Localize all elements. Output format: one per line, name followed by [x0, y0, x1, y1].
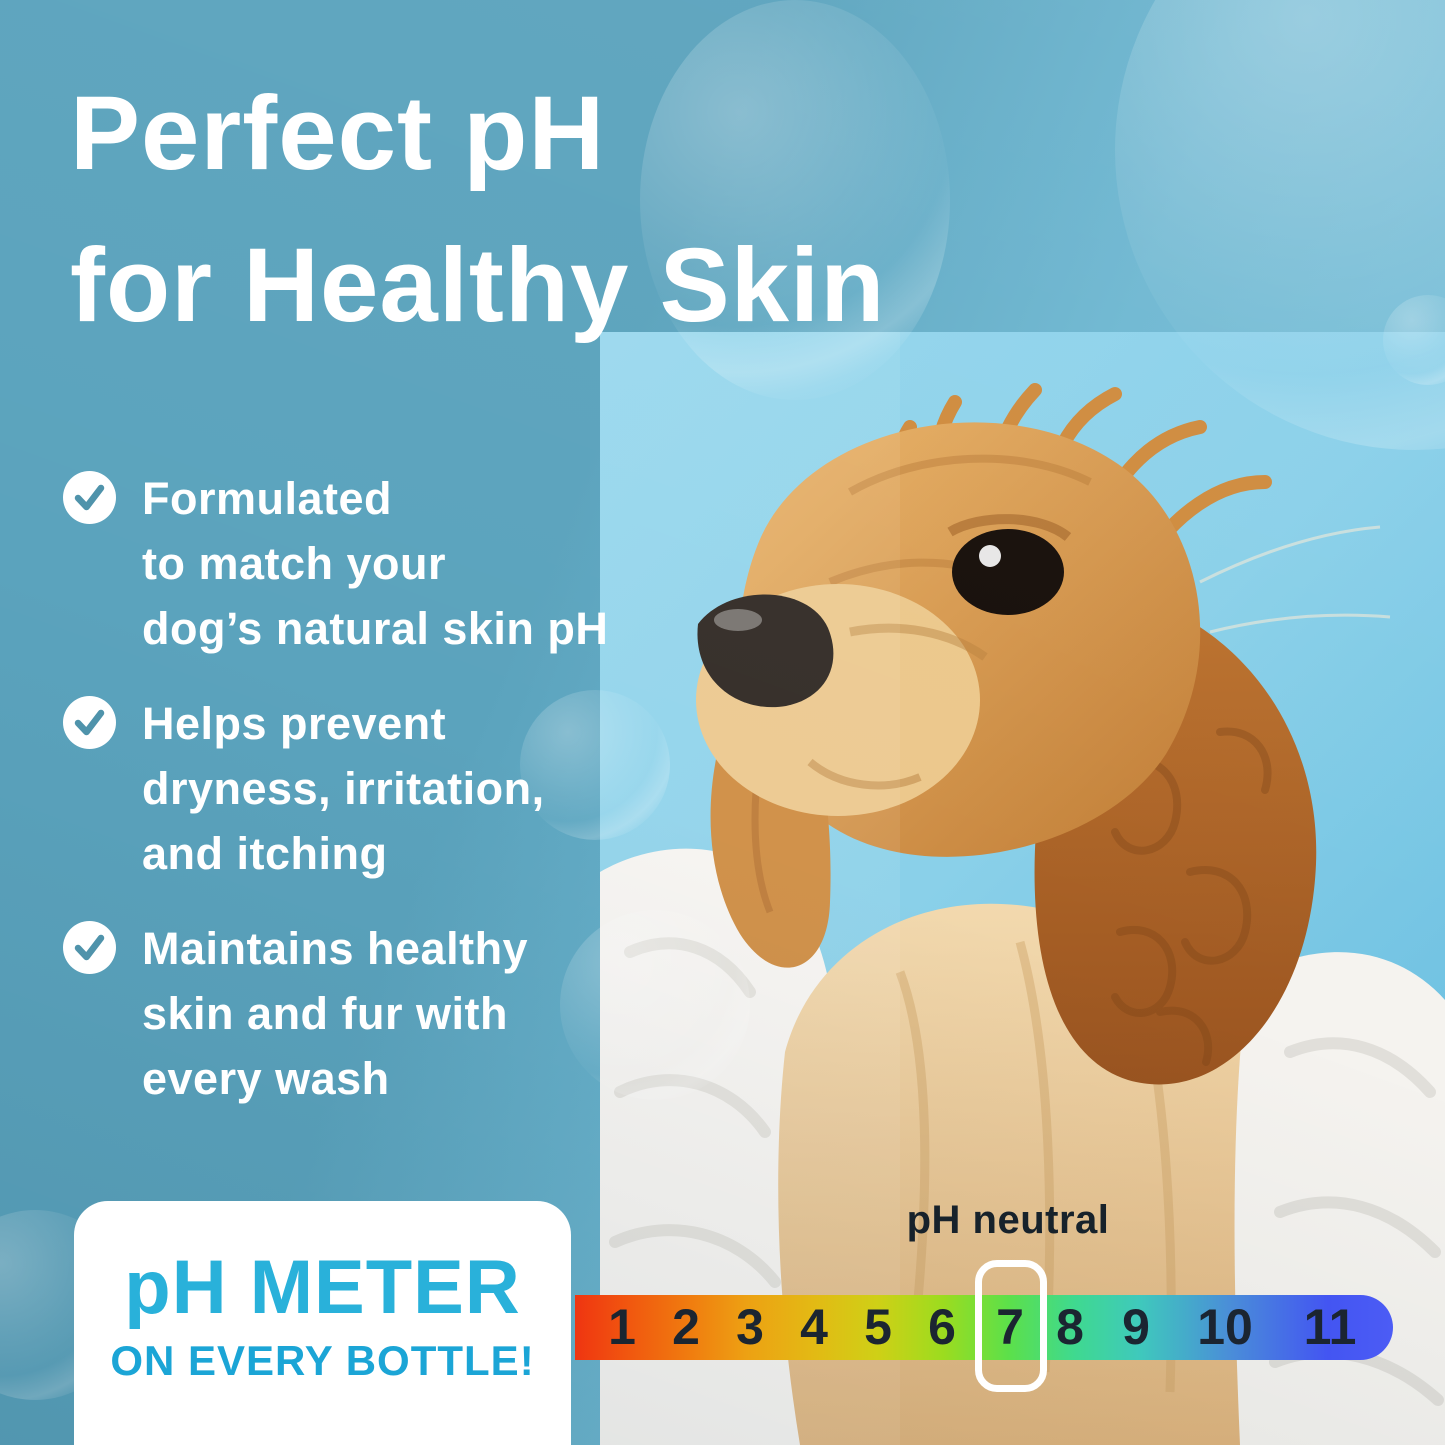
benefit-line: dog’s natural skin pH: [142, 603, 609, 654]
whiskers: [1199, 525, 1391, 634]
benefit-text: Helps prevent dryness, irritation, and i…: [142, 691, 545, 886]
benefit-line: skin and fur with: [142, 988, 509, 1039]
benefit-line: Maintains healthy: [142, 923, 529, 974]
ph-scale-number: 6: [928, 1299, 956, 1355]
benefit-item: Maintains healthy skin and fur with ever…: [63, 916, 608, 1111]
bubble-decoration: [560, 910, 750, 1100]
eyelid-shading: [947, 514, 1072, 542]
headline: Perfect pH for Healthy Skin: [70, 58, 885, 362]
headline-line-2: for Healthy Skin: [70, 227, 886, 344]
bubble-decoration: [520, 690, 670, 840]
benefit-list: Formulated to match your dog’s natural s…: [63, 466, 608, 1141]
ph-neutral-label: pH neutral: [906, 1198, 1110, 1242]
benefit-line: Helps prevent: [142, 698, 447, 749]
benefit-line: to match your: [142, 538, 447, 589]
bubble-decoration: [640, 0, 950, 400]
benefit-line: and itching: [142, 828, 388, 879]
check-icon: [63, 696, 116, 749]
photo-light-glare: [600, 332, 900, 1445]
ph-scale-number: 4: [800, 1299, 828, 1355]
towel-left-texture: [609, 937, 781, 1288]
check-icon: [63, 921, 116, 974]
ph-scale-number: 8: [1056, 1299, 1084, 1355]
ph-scale-number: 10: [1197, 1299, 1253, 1355]
benefit-text: Formulated to match your dog’s natural s…: [142, 466, 608, 661]
check-icon: [63, 471, 116, 524]
ph-scale-number: 5: [864, 1299, 892, 1355]
ph-scale-number: 9: [1122, 1299, 1150, 1355]
ph-scale-number: 11: [1303, 1299, 1357, 1355]
ph-scale-bar: [575, 1295, 1393, 1360]
badge-subtitle: ON EVERY BOTTLE!: [110, 1337, 535, 1384]
benefit-line: dryness, irritation,: [142, 763, 545, 814]
nose-highlight: [714, 609, 762, 631]
mouth-line: [807, 758, 922, 790]
eye-highlight: [979, 545, 1001, 567]
benefit-line: every wash: [142, 1053, 390, 1104]
ph-neutral-highlight-box: [975, 1260, 1047, 1392]
benefit-text: Maintains healthy skin and fur with ever…: [142, 916, 528, 1111]
headline-line-1: Perfect pH: [70, 75, 606, 192]
puppy-eye: [952, 529, 1064, 615]
benefit-line: Formulated: [142, 473, 393, 524]
ph-scale-number: 3: [736, 1299, 764, 1355]
benefit-item: Formulated to match your dog’s natural s…: [63, 466, 608, 661]
ear-curls: [1111, 727, 1272, 1066]
ph-scale-number: 2: [672, 1299, 700, 1355]
benefit-item: Helps prevent dryness, irritation, and i…: [63, 691, 608, 886]
muzzle-shading: [849, 623, 988, 661]
ph-meter-badge-card: pH METER ON EVERY BOTTLE!: [74, 1201, 571, 1445]
ph-scale-number-neutral: 7: [996, 1299, 1024, 1355]
ph-scale-number: 1: [608, 1299, 636, 1355]
badge-title: pH METER: [124, 1245, 521, 1330]
puppy-nose: [697, 594, 834, 708]
